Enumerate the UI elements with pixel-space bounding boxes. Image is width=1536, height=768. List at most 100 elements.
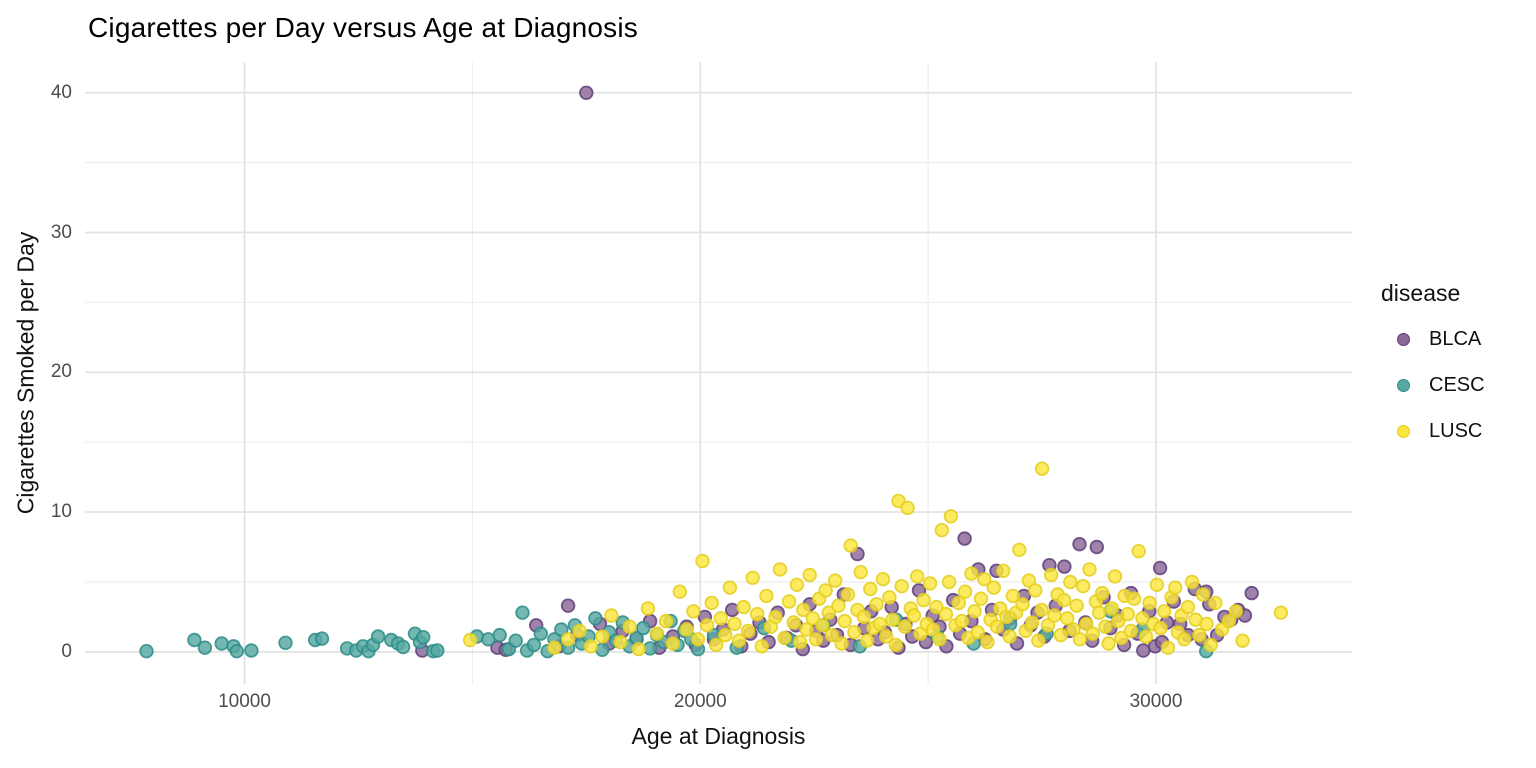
data-point-lusc <box>1104 601 1120 616</box>
data-point-lusc <box>792 634 808 650</box>
data-point-lusc <box>1056 592 1072 608</box>
data-point-lusc <box>796 602 811 618</box>
data-point-lusc <box>631 641 646 657</box>
data-point-lusc <box>1120 606 1136 622</box>
data-point-cesc <box>416 630 431 645</box>
y-tick-label: 40 <box>50 81 72 103</box>
data-point-lusc <box>699 618 715 633</box>
data-point-lusc <box>665 636 681 651</box>
data-point-lusc <box>967 604 982 619</box>
data-point-lusc <box>1199 616 1214 632</box>
data-point-lusc <box>1138 629 1154 644</box>
data-point-blca <box>1072 537 1087 552</box>
data-point-lusc <box>906 608 922 623</box>
data-point-cesc <box>492 627 507 643</box>
data-point-lusc <box>1160 640 1176 655</box>
data-point-lusc <box>1110 613 1126 629</box>
data-point-lusc <box>1142 595 1157 611</box>
legend-key-circle-icon <box>1397 378 1410 392</box>
data-point-lusc <box>704 595 719 611</box>
data-point-lusc <box>869 597 884 612</box>
data-point-blca <box>1057 559 1072 574</box>
data-point-lusc <box>1028 583 1043 598</box>
data-point-lusc <box>1107 569 1123 584</box>
data-point-lusc <box>837 613 852 629</box>
data-point-cesc <box>139 644 154 659</box>
data-point-blca <box>1089 539 1105 555</box>
data-point-lusc <box>772 562 788 577</box>
data-point-cesc <box>187 632 202 648</box>
data-point-lusc <box>777 630 792 646</box>
data-point-lusc <box>1034 602 1049 618</box>
data-point-lusc <box>613 634 628 650</box>
y-tick-label: 20 <box>50 361 72 383</box>
data-point-lusc <box>690 632 706 647</box>
data-point-lusc <box>1153 620 1168 636</box>
data-point-lusc <box>847 625 862 640</box>
data-point-lusc <box>1177 632 1192 647</box>
data-point-lusc <box>1040 618 1056 633</box>
data-point-lusc <box>1002 629 1017 644</box>
data-point-lusc <box>929 599 944 615</box>
data-point-lusc <box>781 594 797 609</box>
data-point-lusc <box>879 629 894 644</box>
data-point-lusc <box>996 563 1011 579</box>
data-point-lusc <box>1091 605 1107 620</box>
data-point-lusc <box>900 500 915 516</box>
data-point-cesc <box>430 643 445 658</box>
data-point-lusc <box>1024 615 1040 630</box>
data-point-lusc <box>1273 605 1289 620</box>
y-tick-label: 30 <box>50 221 72 243</box>
data-point-lusc <box>1082 562 1097 577</box>
data-point-lusc <box>1094 585 1110 601</box>
data-point-lusc <box>1208 595 1223 611</box>
x-tick-label: 30000 <box>1129 691 1183 712</box>
legend: disease BLCA CESC LUSC <box>1381 280 1485 467</box>
data-point-lusc <box>672 584 688 599</box>
data-point-lusc <box>815 618 830 633</box>
data-point-lusc <box>1069 598 1084 613</box>
data-point-lusc <box>856 609 872 625</box>
data-point-lusc <box>1079 616 1094 632</box>
x-tick-label: 20000 <box>673 691 727 712</box>
data-point-blca <box>1152 560 1168 576</box>
data-point-lusc <box>828 573 843 588</box>
data-point-lusc <box>1221 613 1237 629</box>
data-point-cesc <box>370 629 386 644</box>
legend-item-lusc: LUSC <box>1381 419 1485 442</box>
data-point-lusc <box>951 595 966 611</box>
data-point-lusc <box>1195 587 1211 602</box>
data-point-lusc <box>649 626 665 641</box>
data-point-lusc <box>1059 611 1075 626</box>
data-point-lusc <box>1203 637 1218 653</box>
data-point-lusc <box>910 569 925 584</box>
data-point-lusc <box>882 590 897 605</box>
data-point-lusc <box>980 634 995 650</box>
data-point-lusc <box>840 587 856 602</box>
data-point-lusc <box>986 580 1002 595</box>
legend-label: LUSC <box>1429 419 1483 442</box>
legend-label: BLCA <box>1429 327 1482 350</box>
data-point-lusc <box>462 632 478 648</box>
legend-label: CESC <box>1429 373 1485 396</box>
data-point-lusc <box>718 627 733 643</box>
data-point-lusc <box>754 639 770 654</box>
data-point-lusc <box>736 599 751 615</box>
data-point-lusc <box>913 626 928 641</box>
data-point-blca <box>579 85 594 101</box>
data-point-lusc <box>941 574 957 590</box>
data-point-lusc <box>1235 633 1250 648</box>
data-point-lusc <box>888 637 904 653</box>
data-point-lusc <box>843 538 858 553</box>
data-point-lusc <box>805 611 821 626</box>
data-point-lusc <box>640 601 656 616</box>
data-point-lusc <box>750 606 765 622</box>
data-point-blca <box>1244 585 1259 601</box>
x-axis-title: Age at Diagnosis <box>631 723 806 749</box>
data-point-lusc <box>759 588 774 604</box>
legend-item-blca: BLCA <box>1381 327 1485 350</box>
data-point-lusc <box>1167 580 1183 595</box>
data-point-lusc <box>727 616 742 632</box>
data-point-cesc <box>214 636 229 651</box>
data-point-lusc <box>875 572 891 587</box>
